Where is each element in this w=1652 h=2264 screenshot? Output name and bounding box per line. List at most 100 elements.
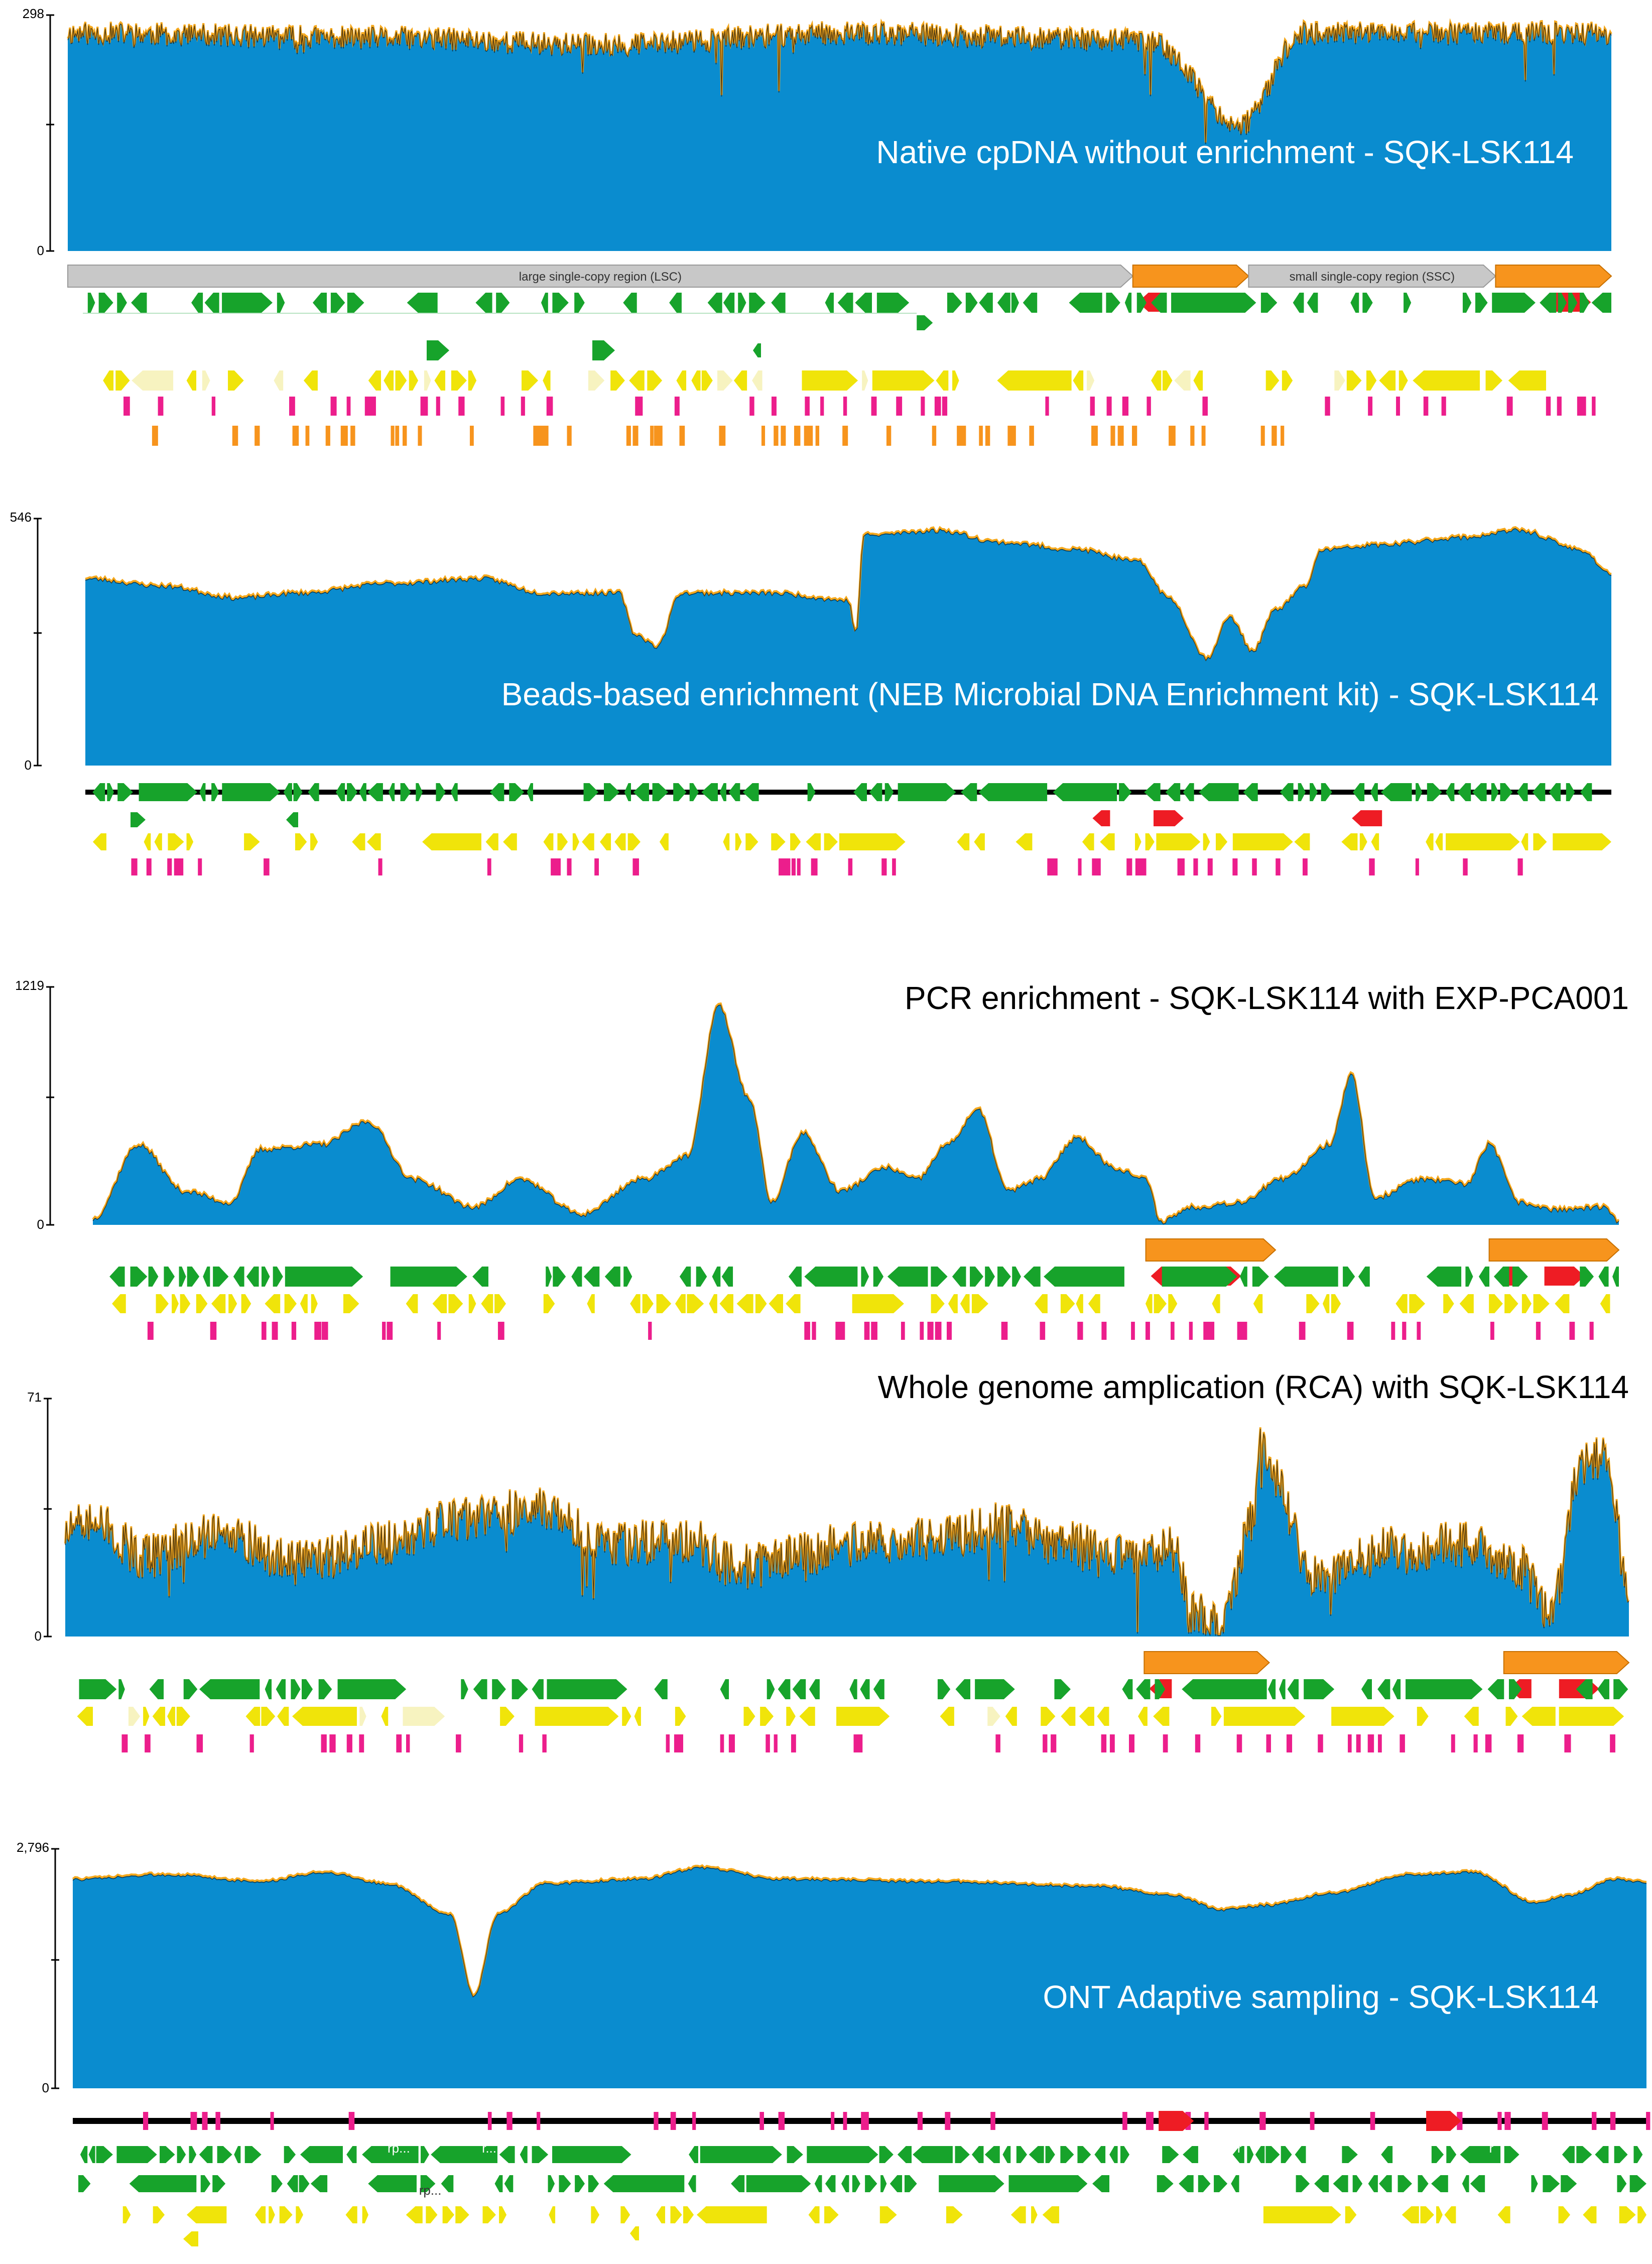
arrow-right-icon: [1171, 293, 1256, 313]
trna-mark: [551, 858, 557, 875]
arrow-left-icon: [1358, 1267, 1370, 1287]
repeat-mark: [1201, 426, 1206, 446]
arrow-left-icon: [1076, 1294, 1083, 1313]
arrow-left-icon: [624, 783, 631, 801]
arrow-left-icon: [1487, 1679, 1504, 1699]
arrow-left-icon: [211, 1294, 226, 1313]
trna-mark: [1129, 1734, 1135, 1752]
arrow-left-icon: [940, 1707, 954, 1726]
arrow-right-icon: [213, 1267, 229, 1287]
arrow-right-icon: [865, 2175, 877, 2192]
arrow-left-icon: [584, 1267, 600, 1287]
arrow-right-icon: [79, 1679, 117, 1699]
trna-mark: [1101, 1734, 1107, 1752]
trna-mark: [929, 1322, 934, 1340]
arrow-right-icon: [717, 370, 733, 391]
arrow-left-icon: [1431, 2175, 1448, 2192]
arrow-right-icon: [130, 1267, 148, 1287]
arrow-left-icon: [1341, 833, 1358, 850]
arrow-left-icon: [1402, 2206, 1419, 2223]
arrow-left-icon: [984, 2146, 1000, 2163]
arrow-left-icon: [204, 293, 219, 313]
trna-mark: [348, 2112, 355, 2130]
arrow-left-icon: [199, 783, 206, 801]
trna-mark: [892, 858, 896, 875]
arrow-right-icon: [572, 833, 580, 850]
arrow-left-icon: [1426, 1267, 1462, 1287]
rrna-icon: [1426, 2111, 1462, 2131]
arrow-right-icon: [279, 2206, 293, 2223]
arrow-right-icon: [395, 370, 407, 391]
arrow-left-icon: [1521, 833, 1529, 850]
arrow-left-icon: [1136, 1679, 1151, 1699]
arrow-left-icon: [1380, 783, 1412, 801]
trna-mark: [848, 858, 853, 875]
coverage-panel-pcr: 1219 0 PCR enrichment - SQK-LSK114 with EX…: [15, 978, 1629, 1340]
trna-mark: [1318, 1734, 1323, 1752]
arrow-left-icon: [77, 1707, 93, 1726]
arrow-right-icon: [588, 2175, 599, 2192]
trna-mark: [1546, 397, 1551, 416]
trna-mark: [1204, 2112, 1209, 2130]
trna-mark: [871, 397, 877, 416]
arrow-right-icon: [591, 2206, 600, 2223]
arrow-right-icon: [700, 2146, 782, 2163]
repeat-mark: [255, 426, 260, 446]
arrow-left-icon: [1268, 1679, 1276, 1699]
arrow-left-icon: [1092, 2175, 1109, 2192]
trna-mark: [674, 1734, 680, 1752]
trna-mark: [811, 858, 818, 875]
arrow-left-icon: [265, 1679, 272, 1699]
arrow-right-icon: [87, 293, 95, 313]
arrow-right-icon: [1418, 2175, 1429, 2192]
y-axis-max-label: 71: [27, 1390, 42, 1405]
arrow-left-icon: [614, 833, 626, 850]
arrow-left-icon: [367, 833, 381, 850]
repeat-mark: [842, 426, 848, 446]
arrow-left-icon: [434, 370, 445, 391]
arrow-right-icon: [1077, 2146, 1091, 2163]
trna-mark: [784, 858, 791, 875]
repeat-mark: [654, 426, 659, 446]
arrow-right-icon: [347, 293, 364, 313]
arrow-right-icon: [735, 833, 742, 850]
trna-mark: [1276, 858, 1281, 875]
arrow-left-icon: [1460, 2146, 1501, 2163]
gene-label: rp...: [388, 2141, 410, 2156]
arrow-right-icon: [790, 833, 801, 850]
arrow-right-icon: [670, 2206, 682, 2223]
arrow-left-icon: [849, 1679, 857, 1699]
trna-mark: [546, 397, 553, 416]
arrow-left-icon: [303, 370, 318, 391]
arrow-right-icon: [78, 2175, 91, 2192]
arrow-right-icon: [153, 2206, 165, 2223]
arrow-left-icon: [406, 1294, 418, 1313]
rrna-icon: [1154, 810, 1184, 826]
arrow-right-icon: [647, 370, 663, 391]
trna-mark: [145, 1734, 151, 1752]
arrow-left-icon: [1435, 833, 1443, 850]
arrow-right-icon: [269, 2206, 275, 2223]
arrow-right-icon: [436, 783, 446, 801]
repeat-mark: [781, 426, 786, 446]
arrow-left-icon: [1459, 1294, 1474, 1313]
arrow-right-icon: [1629, 2175, 1646, 2192]
arrow-right-icon: [1136, 293, 1147, 313]
trna-mark: [666, 1734, 670, 1752]
arrow-right-icon: [222, 293, 273, 313]
trna-mark: [945, 2112, 951, 2130]
arrow-right-icon: [426, 2206, 438, 2223]
arrow-right-icon: [1211, 1707, 1222, 1726]
arrow-left-icon: [806, 833, 821, 850]
arrow-left-icon: [1097, 1707, 1109, 1726]
trna-mark: [1236, 1734, 1242, 1752]
gene-label: r...: [482, 2141, 496, 2156]
arrow-right-icon: [403, 1707, 445, 1726]
arrow-left-icon: [1274, 1267, 1338, 1287]
trna-mark: [1589, 1322, 1594, 1340]
repeat-mark: [533, 426, 537, 446]
arrow-left-icon: [1583, 2206, 1597, 2223]
trna-mark: [567, 858, 572, 875]
coverage-panel-native: 298 0 Native cpDNA without enrichment - SQ…: [23, 6, 1612, 446]
arrow-left-icon: [582, 833, 594, 850]
